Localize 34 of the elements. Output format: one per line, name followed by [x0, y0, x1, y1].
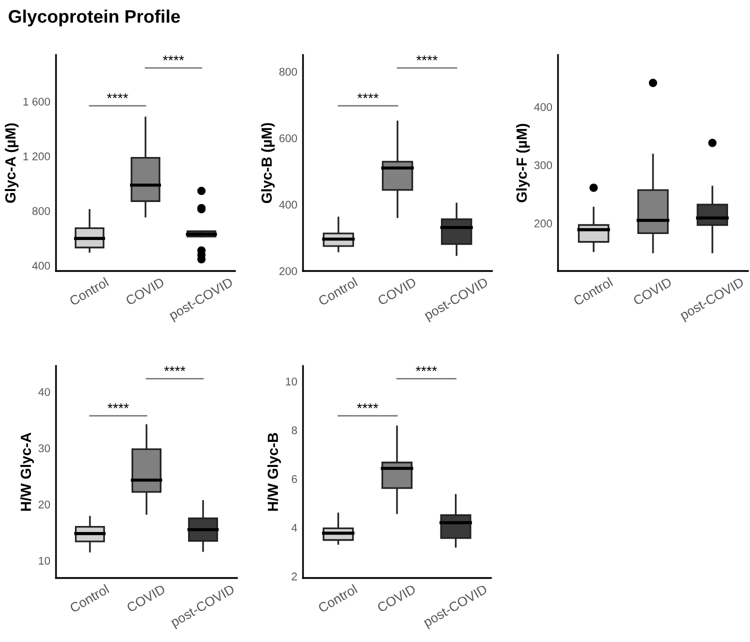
y-tick-label: 400	[534, 103, 552, 111]
annotation: ****	[162, 56, 184, 60]
y-tick-label: 300	[534, 161, 552, 170]
y-tick-label: 600	[279, 134, 298, 142]
chart-title: Glycoprotein Profile	[8, 10, 180, 26]
y-tick-label: 400	[32, 262, 50, 270]
y-tick-label: 10	[38, 556, 50, 565]
y-tick-label: 8	[292, 426, 297, 434]
y-axis-title: H/W Glyc-A	[20, 432, 34, 511]
y-tick-label: 30	[38, 444, 50, 452]
annotation: ****	[108, 403, 129, 408]
y-tick-label: 800	[32, 207, 50, 215]
y-axis-title: H/W Glyc-B	[267, 432, 281, 511]
y-tick-label: 200	[279, 267, 298, 276]
y-tick-label: 2	[292, 572, 297, 580]
y-tick-label: 1 200	[23, 152, 50, 160]
y-tick-label: 400	[279, 200, 298, 209]
y-tick-label: 800	[279, 68, 298, 76]
annotation: ****	[416, 56, 438, 60]
annotation: ****	[106, 93, 128, 98]
y-axis-title: Glyc-B (µM)	[261, 123, 275, 204]
annotation: ****	[357, 93, 379, 98]
annotation: ****	[164, 366, 186, 372]
y-axis-title: Glyc-A (µM)	[4, 123, 18, 203]
annotation: ****	[357, 403, 378, 408]
y-tick-label: 1 600	[23, 98, 50, 106]
y-tick-label: 6	[292, 475, 297, 483]
annotation: ****	[416, 366, 437, 372]
y-tick-label: 10	[286, 378, 298, 386]
y-tick-label: 20	[38, 500, 50, 508]
y-tick-label: 200	[534, 220, 552, 228]
y-tick-label: 40	[38, 388, 50, 396]
y-tick-label: 4	[292, 524, 298, 532]
y-axis-title: Glyc-F (µM)	[516, 124, 530, 202]
